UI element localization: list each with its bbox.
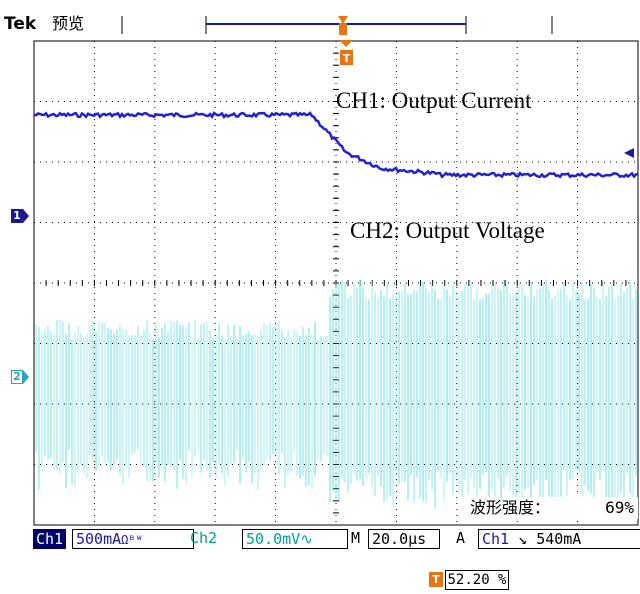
ch2-marker-arrow	[23, 370, 29, 384]
ch1-scale[interactable]: 500mAΩᴮᵂ	[72, 529, 194, 549]
ch2-annotation: CH2: Output Voltage	[350, 218, 545, 243]
trigger-position-marker-stem	[339, 23, 347, 35]
ch1-indicator[interactable]: Ch1	[33, 529, 67, 549]
ch1-marker: 1	[11, 209, 23, 223]
trigger-source: Ch1	[482, 530, 510, 548]
trigger-mode: A	[456, 529, 466, 547]
trigger-marker-label: T	[343, 52, 351, 65]
ch1-marker-arrow	[23, 209, 29, 223]
trigger-slope: ↘	[518, 530, 528, 548]
trigger-position-icon: T	[429, 572, 443, 587]
ch2-marker: 2	[11, 370, 23, 384]
ch1-scale-value: 500mA	[76, 530, 122, 548]
trigger-marker-arrow	[339, 40, 353, 47]
trigger-position-readout[interactable]: 52.20 %	[445, 570, 509, 590]
ch1-flags: Ωᴮᵂ	[121, 533, 143, 547]
waveform-intensity: 波形强度： 69%	[470, 497, 638, 519]
ch2-indicator[interactable]: Ch2	[190, 529, 218, 547]
ch2-coupling: ∿	[300, 530, 313, 548]
timebase-label: M	[351, 529, 361, 547]
ch1-waveform	[33, 111, 639, 179]
waveform-intensity-value: 69%	[605, 498, 634, 517]
trigger-level: 540mA	[536, 530, 582, 548]
trigger-marker-badge	[340, 50, 353, 65]
ch2-scale[interactable]: 50.0mV∿	[242, 529, 348, 549]
record-position-bar	[121, 16, 553, 35]
ch2-waveform	[35, 280, 637, 510]
trigger-level-arrow	[624, 148, 634, 158]
waveform-intensity-label: 波形强度：	[470, 498, 551, 517]
acquisition-mode: 预览	[52, 14, 85, 33]
ch1-annotation: CH1: Output Current	[336, 88, 532, 113]
trigger-position-marker-top	[338, 16, 348, 24]
timebase-value[interactable]: 20.0µs	[368, 529, 440, 549]
brand-label: Tek	[4, 14, 37, 34]
trigger-settings[interactable]: Ch1 ↘ 540mA	[478, 529, 640, 549]
status-bar: Ch1 500mAΩᴮᵂ Ch2 50.0mV∿ M 20.0µs A Ch1 …	[32, 529, 640, 549]
ch2-scale-value: 50.0mV	[246, 530, 301, 548]
trigger-marker: T	[339, 40, 353, 65]
